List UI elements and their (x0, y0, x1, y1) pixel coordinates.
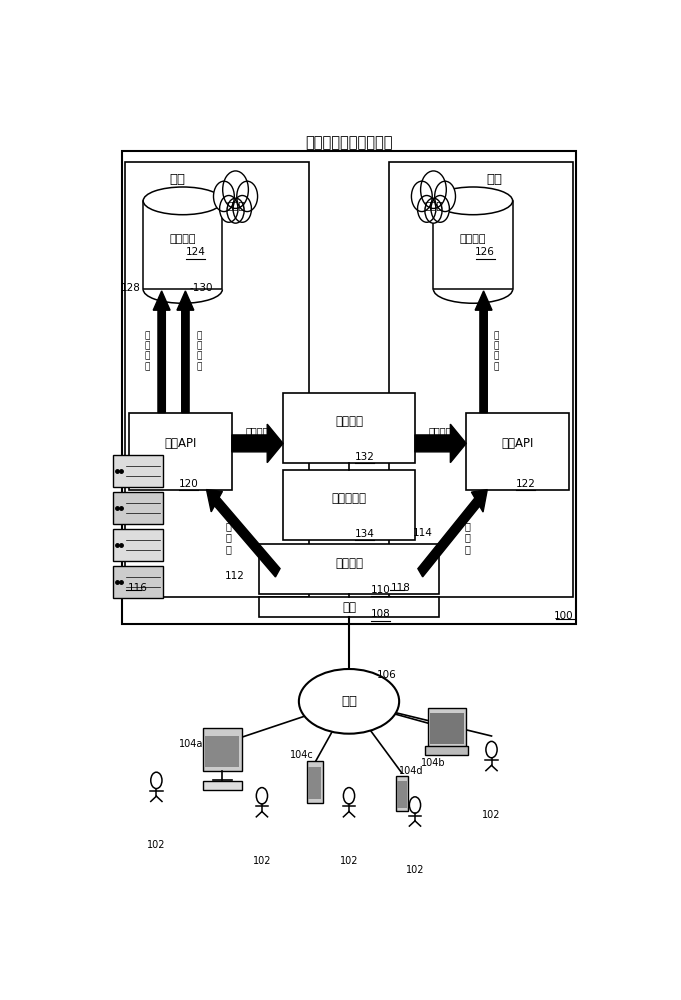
Circle shape (409, 797, 421, 813)
Text: 124: 124 (186, 247, 206, 257)
Bar (283, 470, 415, 540)
Text: 运行记录: 运行记录 (245, 426, 269, 436)
Text: 存储分区: 存储分区 (460, 234, 486, 244)
Circle shape (223, 171, 249, 208)
Bar (389, 162, 573, 597)
Bar (466, 413, 569, 490)
Text: 云存储: 云存储 (226, 200, 245, 210)
Text: 改变提交: 改变提交 (335, 415, 363, 428)
FancyArrow shape (418, 490, 488, 577)
Text: 读
请
求: 读 请 求 (464, 521, 470, 554)
FancyArrow shape (475, 291, 492, 413)
Text: 运行记录: 运行记录 (428, 426, 452, 436)
Text: 102: 102 (482, 810, 501, 820)
Circle shape (417, 195, 436, 222)
Text: 对象模型: 对象模型 (335, 557, 363, 570)
Circle shape (421, 171, 446, 208)
Text: 104d: 104d (399, 766, 424, 776)
Circle shape (411, 181, 432, 212)
Circle shape (214, 181, 234, 212)
Circle shape (425, 198, 442, 223)
Bar (113, 492, 163, 524)
Circle shape (237, 181, 257, 212)
Text: 120: 120 (178, 479, 198, 489)
Text: 112: 112 (225, 571, 245, 581)
Text: 104b: 104b (421, 758, 446, 768)
Text: 存储: 存储 (486, 173, 502, 186)
Bar (113, 566, 163, 598)
Bar (433, 201, 513, 289)
FancyArrow shape (177, 291, 194, 413)
Bar (306, 761, 323, 803)
Text: 102: 102 (406, 865, 424, 875)
FancyArrow shape (153, 291, 170, 413)
Text: 114: 114 (412, 528, 432, 538)
Bar (430, 713, 464, 744)
Text: -130: -130 (189, 283, 213, 293)
Text: 106: 106 (377, 670, 396, 680)
Bar (202, 781, 242, 790)
Text: 132: 132 (355, 452, 375, 462)
Bar (143, 201, 222, 289)
Ellipse shape (433, 187, 513, 215)
Bar (113, 455, 163, 487)
Circle shape (233, 195, 251, 222)
Text: 104c: 104c (289, 750, 313, 760)
Text: 历
史
记
录: 历 史 记 录 (196, 331, 202, 371)
Bar (129, 413, 232, 490)
Text: 100: 100 (554, 611, 573, 621)
Bar (125, 162, 309, 597)
Text: 网络: 网络 (341, 695, 357, 708)
Text: 134: 134 (355, 529, 375, 539)
Text: 前端: 前端 (342, 601, 356, 614)
Text: 存储API: 存储API (501, 437, 534, 450)
Text: 运
行
记
录: 运 行 记 录 (493, 331, 498, 371)
Bar (259, 597, 439, 617)
Ellipse shape (143, 187, 222, 215)
Bar (205, 736, 240, 767)
Text: 126: 126 (475, 247, 495, 257)
Text: 102: 102 (147, 840, 165, 850)
Text: 128: 128 (121, 283, 141, 293)
Text: 118: 118 (391, 583, 411, 593)
Text: 日志分区: 日志分区 (170, 234, 196, 244)
Text: 122: 122 (516, 479, 536, 489)
Circle shape (343, 788, 355, 804)
Bar (425, 746, 469, 755)
Text: 102: 102 (253, 856, 271, 866)
Bar (202, 728, 242, 771)
Text: 102: 102 (340, 856, 358, 866)
Bar (397, 781, 407, 808)
Bar (396, 776, 408, 811)
Bar (308, 767, 321, 799)
Text: 116: 116 (127, 583, 147, 593)
FancyArrow shape (415, 424, 466, 463)
Bar (113, 529, 163, 561)
Text: 日志API: 日志API (164, 437, 197, 450)
Bar (283, 393, 415, 463)
Text: 运
行
记
录: 运 行 记 录 (145, 331, 150, 371)
Text: 一致性恢复: 一致性恢复 (332, 492, 366, 505)
Text: 104a: 104a (178, 739, 203, 749)
Bar (122, 151, 576, 624)
Circle shape (220, 195, 238, 222)
Bar (259, 544, 439, 594)
Circle shape (151, 772, 162, 789)
Text: 日志: 日志 (170, 173, 185, 186)
Text: 云存储: 云存储 (424, 200, 443, 210)
Circle shape (486, 741, 497, 758)
Circle shape (227, 198, 244, 223)
Text: 110: 110 (370, 585, 391, 595)
FancyArrow shape (232, 424, 283, 463)
Bar (428, 708, 466, 748)
Text: 写
请
求: 写 请 求 (225, 521, 232, 554)
FancyArrow shape (206, 490, 280, 577)
Ellipse shape (299, 669, 399, 734)
Text: 108: 108 (370, 609, 391, 619)
Circle shape (431, 195, 449, 222)
Circle shape (256, 788, 268, 804)
Circle shape (434, 181, 456, 212)
Text: 可扩展最终一致性系统: 可扩展最终一致性系统 (305, 136, 393, 151)
